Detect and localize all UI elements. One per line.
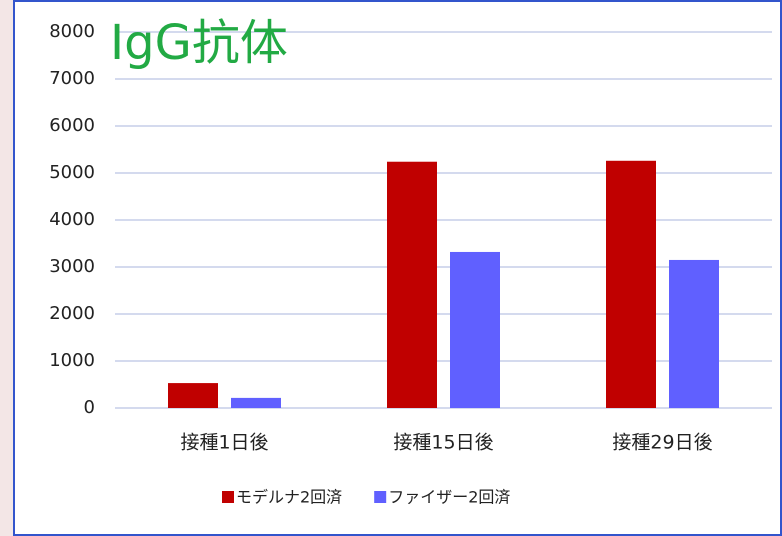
bar <box>168 383 218 408</box>
bar <box>387 161 437 408</box>
legend-label: ファイザー2回済 <box>388 488 510 507</box>
x-tick-label: 接種29日後 <box>612 432 712 454</box>
y-tick-label: 1000 <box>49 350 95 371</box>
y-tick-label: 8000 <box>49 21 95 42</box>
y-tick-label: 5000 <box>49 162 95 183</box>
x-tick-label: 接種15日後 <box>393 432 493 454</box>
x-tick-label: 接種1日後 <box>180 432 268 454</box>
y-tick-label: 0 <box>84 397 95 418</box>
legend-label: モデルナ2回済 <box>236 488 342 507</box>
bar <box>669 259 719 408</box>
legend-swatch <box>222 491 234 503</box>
bar <box>606 160 656 408</box>
y-tick-label: 3000 <box>49 256 95 277</box>
legend-swatch <box>374 491 387 503</box>
chart-title: IgG抗体 <box>110 15 288 71</box>
bar <box>231 397 281 408</box>
y-tick-label: 4000 <box>49 209 95 230</box>
y-tick-label: 2000 <box>49 303 95 324</box>
y-tick-label: 7000 <box>49 68 95 89</box>
y-tick-label: 6000 <box>49 115 95 136</box>
bar <box>450 251 500 408</box>
